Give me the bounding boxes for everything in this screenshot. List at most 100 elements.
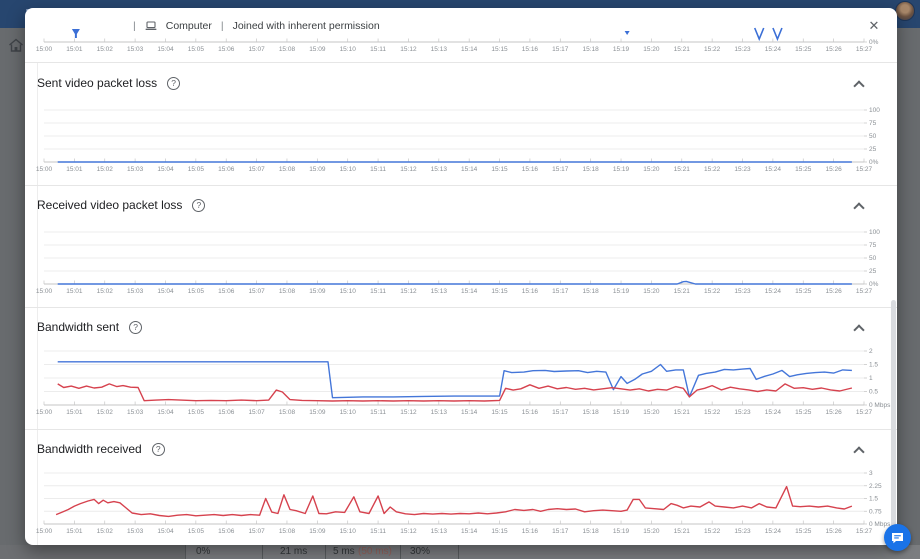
x-tick-label: 15:18 [583, 288, 600, 295]
collapse-section-button[interactable] [853, 443, 867, 458]
section-divider [25, 429, 897, 430]
x-tick-label: 15:24 [765, 46, 782, 53]
x-tick-label: 15:19 [613, 528, 630, 535]
x-tick-label: 15:16 [522, 409, 539, 416]
x-tick-label: 15:09 [309, 288, 326, 295]
x-tick-label: 15:05 [188, 288, 205, 295]
collapse-section-button[interactable] [853, 199, 867, 214]
timeline-v-marker-icon [753, 27, 765, 42]
x-tick-label: 15:23 [734, 46, 751, 53]
x-tick-label: 15:25 [795, 288, 812, 295]
help-icon[interactable]: ? [151, 442, 165, 456]
x-tick-label: 15:12 [400, 288, 417, 295]
x-tick-label: 15:00 [36, 166, 53, 173]
help-icon[interactable]: ? [192, 198, 206, 212]
x-tick-label: 15:07 [248, 46, 265, 53]
x-tick-label: 15:17 [552, 528, 569, 535]
x-tick-label: 15:06 [218, 528, 235, 535]
x-tick-label: 15:22 [704, 46, 721, 53]
y-tick-label: 0.75 [869, 508, 882, 515]
timeline-v-marker-icon [772, 27, 783, 42]
y-tick-label: 1.5 [869, 362, 878, 369]
x-tick-label: 15:00 [36, 528, 53, 535]
x-tick-label: 15:08 [279, 288, 296, 295]
x-tick-label: 15:00 [36, 409, 53, 416]
x-tick-label: 15:12 [400, 166, 417, 173]
x-tick-label: 15:13 [431, 46, 448, 53]
x-tick-label: 15:23 [734, 288, 751, 295]
chevron-up-icon [853, 202, 865, 214]
x-tick-label: 15:13 [431, 409, 448, 416]
x-tick-label: 15:17 [552, 409, 569, 416]
x-tick-label: 15:22 [704, 528, 721, 535]
help-icon[interactable]: ? [129, 320, 143, 334]
collapse-section-button[interactable] [853, 77, 867, 92]
background-table-empty-cell [0, 545, 185, 559]
latency-value: 21 ms [280, 546, 308, 557]
timeline-triangle-marker-icon [624, 31, 630, 35]
x-tick-label: 15:24 [765, 528, 782, 535]
x-tick-label: 15:23 [734, 409, 751, 416]
x-tick-label: 15:15 [491, 46, 508, 53]
x-tick-label: 15:22 [704, 409, 721, 416]
x-tick-label: 15:18 [583, 409, 600, 416]
chat-fab-button[interactable] [884, 524, 911, 551]
section-header-bandwidth-received: Bandwidth received ? [37, 440, 885, 458]
x-tick-label: 15:11 [370, 46, 386, 53]
section-header-sent-video-packet-loss: Sent video packet loss ? [37, 74, 885, 92]
y-tick-label: 50 [869, 133, 877, 140]
y-tick-label: 100 [869, 107, 880, 114]
x-tick-label: 15:20 [643, 528, 660, 535]
x-tick-label: 15:09 [309, 409, 326, 416]
x-tick-label: 15:02 [97, 409, 114, 416]
x-tick-label: 15:08 [279, 528, 296, 535]
meeting-stats-panel: | Computer | Joined with inherent permis… [25, 8, 897, 545]
bandwidth-sent-chart: 2 1.5 1 0.5 0 Mbps 15:00 15:01 15:02 15:03 15:04 1… [36, 348, 891, 416]
x-tick-label: 15:24 [765, 166, 782, 173]
section-header-bandwidth-sent: Bandwidth sent ? [37, 318, 885, 336]
x-tick-label: 15:02 [97, 46, 114, 53]
x-tick-label: 15:14 [461, 528, 478, 535]
bandwidth_sent-sent-blue-line [57, 361, 852, 399]
x-tick-label: 15:07 [248, 288, 265, 295]
x-tick-label: 15:17 [552, 166, 569, 173]
x-tick-label: 15:08 [279, 409, 296, 416]
x-tick-label: 15:16 [522, 46, 539, 53]
x-tick-label: 15:00 [36, 288, 53, 295]
x-tick-label: 15:12 [400, 409, 417, 416]
x-tick-label: 15:19 [613, 409, 630, 416]
x-tick-label: 15:11 [370, 409, 386, 416]
jitter-threshold-value: (50 ms) [358, 546, 392, 557]
x-tick-label: 15:02 [97, 166, 114, 173]
close-button[interactable]: ✕ [868, 18, 880, 33]
y-tick-label: 1.5 [869, 496, 878, 503]
collapse-section-button[interactable] [853, 321, 867, 336]
x-tick-label: 15:19 [613, 46, 630, 53]
section-divider [25, 185, 897, 186]
x-tick-label: 15:25 [795, 166, 812, 173]
x-tick-label: 15:27 [856, 288, 873, 295]
x-tick-label: 15:11 [370, 288, 386, 295]
avatar[interactable] [895, 1, 915, 21]
help-icon[interactable]: ? [167, 76, 181, 90]
x-tick-label: 15:23 [734, 528, 751, 535]
section-title: Received video packet loss [37, 198, 183, 212]
modal-scrollbar-thumb[interactable] [891, 300, 896, 545]
y-tick-label: 0% [869, 159, 879, 166]
jitter-value: 5 ms [333, 546, 355, 557]
x-tick-label: 15:17 [552, 46, 569, 53]
chevron-up-icon [853, 446, 865, 458]
x-tick-label: 15:17 [552, 288, 569, 295]
x-tick-label: 15:14 [461, 46, 478, 53]
x-tick-label: 15:26 [825, 166, 842, 173]
x-tick-label: 15:18 [583, 528, 600, 535]
section-divider [25, 62, 897, 63]
content-left-rule [37, 62, 38, 545]
x-tick-label: 15:19 [613, 288, 630, 295]
home-icon[interactable] [8, 38, 26, 54]
bandwidth_received-received-red-line [55, 485, 853, 518]
sent-video-packet-loss-chart: 100 75 50 25 0% 15:00 15:01 15:02 15:03 15:04 15:0… [36, 107, 880, 173]
packet-loss-value: 0% [196, 546, 211, 557]
x-tick-label: 15:13 [431, 166, 448, 173]
x-tick-label: 15:06 [218, 46, 235, 53]
